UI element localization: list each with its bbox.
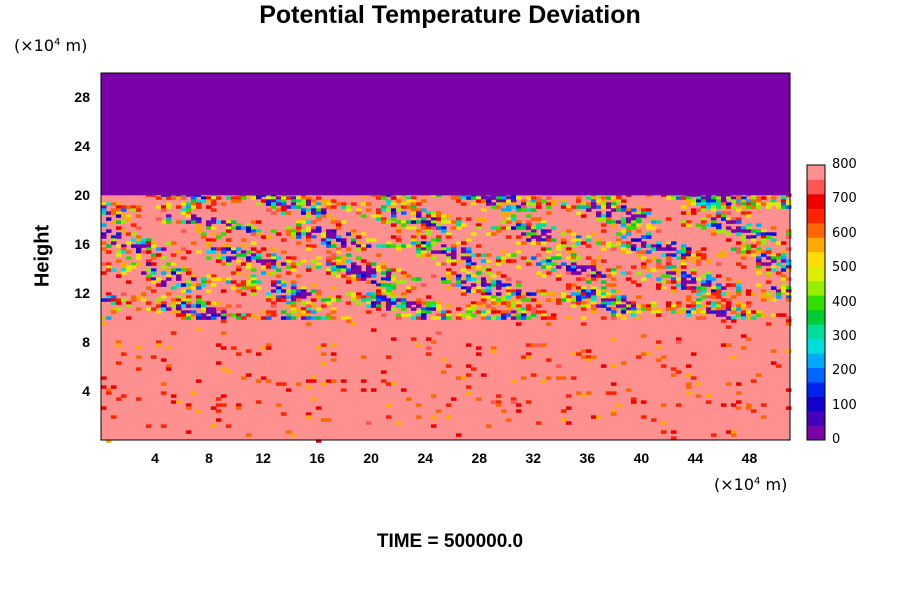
y-tick-label: 8 bbox=[82, 334, 90, 351]
colorbar-segment bbox=[807, 222, 825, 238]
colorbar-tick-label: 500 bbox=[832, 260, 857, 276]
colorbar-segment bbox=[807, 179, 825, 195]
x-tick-label: 24 bbox=[417, 450, 434, 466]
x-tick-label: 8 bbox=[205, 450, 213, 466]
colorbar-tick-label: 0 bbox=[832, 432, 841, 447]
colorbar-frame bbox=[806, 164, 826, 441]
colorbar-segment bbox=[807, 338, 825, 354]
colorbar-tick-label: 100 bbox=[832, 397, 857, 413]
colorbar bbox=[806, 164, 826, 441]
x-tick-label: 48 bbox=[741, 450, 758, 466]
colorbar-segment bbox=[807, 251, 825, 267]
y-tick-label: 4 bbox=[82, 383, 90, 400]
colorbar-tick-label: 300 bbox=[832, 328, 857, 344]
colorbar-tick-label: 700 bbox=[832, 191, 857, 207]
x-tick-label: 20 bbox=[363, 450, 379, 466]
plot-frame bbox=[100, 72, 791, 441]
colorbar-segment bbox=[807, 280, 825, 296]
x-tick-label: 4 bbox=[151, 450, 159, 466]
colorbar-segment bbox=[807, 396, 825, 412]
x-tick-label: 16 bbox=[309, 450, 325, 466]
colorbar-segment bbox=[807, 295, 825, 311]
colorbar-segment bbox=[807, 309, 825, 325]
chart-title: Potential Temperature Deviation bbox=[259, 1, 641, 29]
colorbar-segment bbox=[807, 165, 825, 180]
colorbar-tick-label: 800 bbox=[832, 157, 857, 172]
y-tick-label: 16 bbox=[74, 236, 90, 253]
colorbar-segment bbox=[807, 367, 825, 383]
x-tick-label: 12 bbox=[255, 450, 271, 466]
y-tick-label: 12 bbox=[74, 285, 90, 302]
colorbar-segment bbox=[807, 411, 825, 426]
time-label: TIME = 500000.0 bbox=[376, 531, 524, 552]
y-tick-label: 24 bbox=[74, 138, 90, 155]
x-tick-label: 44 bbox=[687, 450, 704, 466]
colorbar-segment bbox=[807, 193, 825, 209]
colorbar-segment bbox=[807, 353, 825, 369]
y-axis-unit: (×104 m) bbox=[14, 36, 88, 55]
x-tick-label: 36 bbox=[579, 450, 596, 466]
colorbar-segment bbox=[807, 425, 825, 441]
x-tick-label: 40 bbox=[633, 450, 650, 466]
heatmap-field bbox=[101, 73, 792, 443]
y-tick-label: 20 bbox=[74, 187, 90, 204]
colorbar-tick-label: 400 bbox=[832, 294, 857, 310]
x-axis-unit: (×104 m) bbox=[714, 475, 788, 494]
colorbar-segment bbox=[807, 324, 825, 340]
colorbar-tick-label: 600 bbox=[832, 225, 857, 241]
field-upper-region bbox=[101, 73, 790, 196]
colorbar-tick-label: 200 bbox=[832, 363, 857, 379]
colorbar-segment bbox=[807, 382, 825, 397]
colorbar-segment bbox=[807, 208, 825, 224]
x-tick-label: 28 bbox=[471, 450, 488, 466]
y-tick-label: 28 bbox=[74, 89, 90, 106]
x-tick-label: 32 bbox=[525, 450, 542, 466]
colorbar-segment bbox=[807, 266, 825, 282]
colorbar-segment bbox=[807, 237, 825, 253]
